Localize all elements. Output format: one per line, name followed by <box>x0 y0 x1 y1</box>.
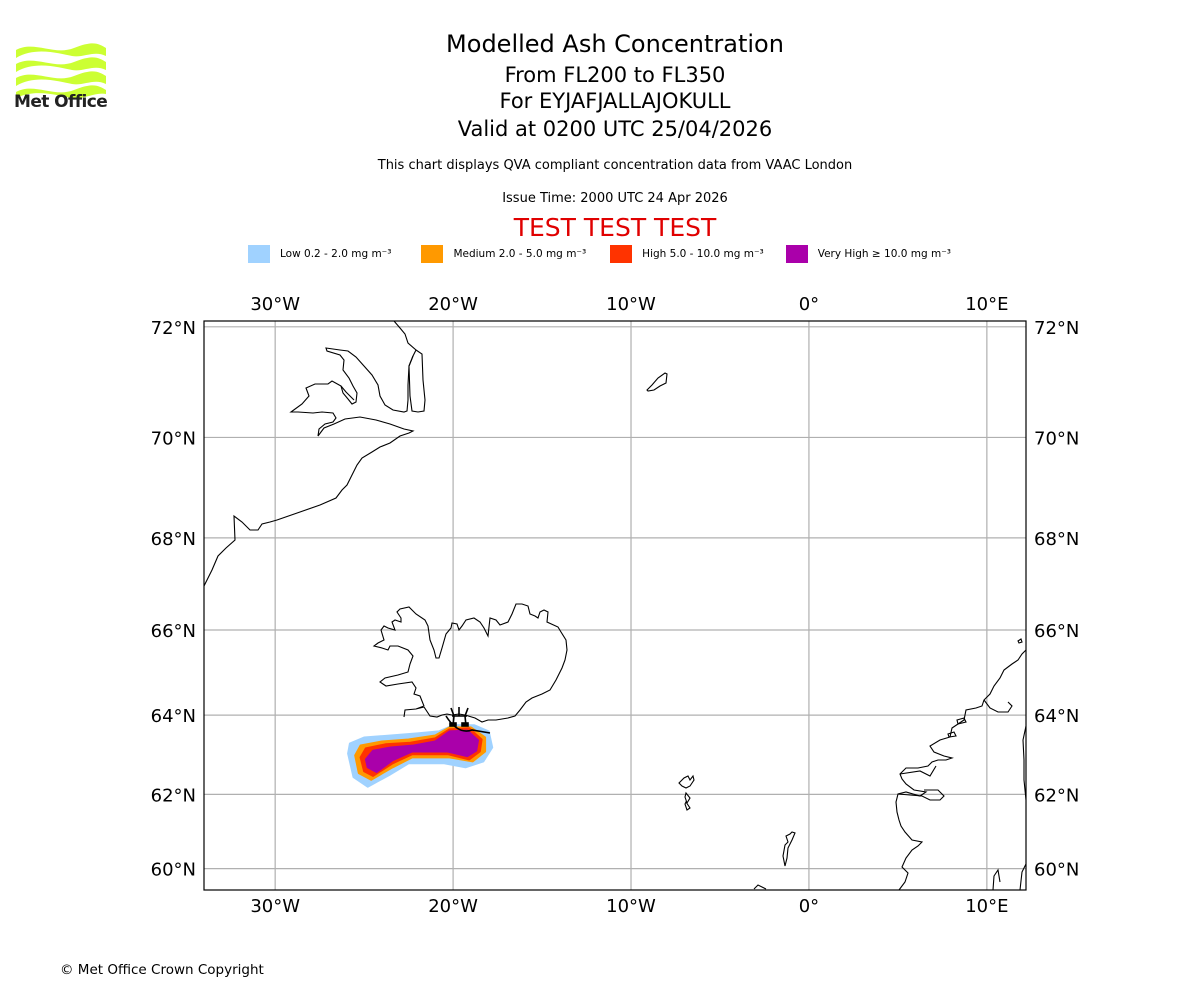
graticule <box>204 321 1026 890</box>
legend-swatch-medium <box>421 245 444 263</box>
lat-label-right: 72°N <box>1034 318 1079 339</box>
lon-label-bottom: 10°W <box>606 896 656 917</box>
coastline-faroes-3 <box>684 800 691 811</box>
legend-item-very-high: Very High ≥ 10.0 mg m⁻³ <box>785 245 951 263</box>
lat-label-right: 62°N <box>1034 785 1079 806</box>
legend-label-very-high: Very High ≥ 10.0 mg m⁻³ <box>817 248 951 260</box>
coastline-orkney <box>753 884 767 890</box>
lon-label-bottom: 30°W <box>250 896 300 917</box>
issue-time: Issue Time: 2000 UTC 24 Apr 2026 <box>502 191 728 206</box>
lat-label-left: 72°N <box>151 318 196 339</box>
met-office-logo-text: Met Office <box>14 92 108 112</box>
coastline-norway-fjord-2 <box>899 765 937 777</box>
lon-label-bottom: 20°W <box>428 896 478 917</box>
legend-item-low: Low 0.2 - 2.0 mg m⁻³ <box>248 245 391 263</box>
map-frame <box>203 320 1027 891</box>
test-banner: TEST TEST TEST <box>513 213 717 242</box>
coastline-jan-mayen <box>646 372 668 392</box>
lat-label-right: 64°N <box>1034 706 1079 727</box>
copyright: © Met Office Crown Copyright <box>60 962 264 978</box>
coastline-norway-fjord-3 <box>983 699 1013 713</box>
legend: Low 0.2 - 2.0 mg m⁻³ Medium 2.0 - 5.0 mg… <box>248 244 973 264</box>
lon-label-bottom: 10°E <box>965 896 1008 917</box>
lon-label-top: 0° <box>799 294 819 315</box>
lat-label-left: 60°N <box>151 860 196 881</box>
coastline-faroes <box>678 774 695 789</box>
coastline-norway <box>895 649 1026 890</box>
lon-label-bottom: 0° <box>799 896 819 917</box>
coastlines <box>204 321 1026 890</box>
coastline-norway-island-3 <box>1017 638 1023 644</box>
coastline-greenland <box>204 321 417 587</box>
coastline-greenland-inlet <box>408 349 426 413</box>
lon-label-top: 10°E <box>965 294 1008 315</box>
legend-swatch-very-high <box>785 245 808 263</box>
lat-label-left: 64°N <box>151 706 196 727</box>
flight-levels: From FL200 to FL350 <box>504 63 726 87</box>
lon-label-top: 30°W <box>250 294 300 315</box>
coastline-norway-island-1 <box>956 717 967 725</box>
coastline-greenland-island <box>340 385 355 401</box>
lat-label-right: 60°N <box>1034 860 1079 881</box>
volcano-name: For EYJAFJALLAJOKULL <box>499 89 731 113</box>
coastline-norway-fjord-1 <box>897 789 945 801</box>
legend-label-high: High 5.0 - 10.0 mg m⁻³ <box>642 248 764 260</box>
coastline-sweden-edge <box>1022 725 1026 801</box>
lat-label-right: 68°N <box>1034 529 1079 550</box>
legend-label-low: Low 0.2 - 2.0 mg m⁻³ <box>280 248 392 260</box>
valid-time: Valid at 0200 UTC 25/04/2026 <box>457 117 773 141</box>
lon-label-top: 20°W <box>428 294 478 315</box>
lat-label-left: 66°N <box>151 621 196 642</box>
ash-plume <box>347 724 494 788</box>
coastline-iceland <box>372 603 568 723</box>
legend-label-medium: Medium 2.0 - 5.0 mg m⁻³ <box>453 248 587 260</box>
lat-label-right: 70°N <box>1034 428 1079 449</box>
legend-swatch-high <box>610 245 633 263</box>
lat-label-left: 62°N <box>151 785 196 806</box>
legend-swatch-low <box>248 245 270 263</box>
coastline-sweden-bottom <box>992 863 1026 890</box>
ash-region-very-high <box>364 729 479 773</box>
volcano-icon <box>445 707 491 734</box>
lat-label-left: 70°N <box>151 428 196 449</box>
legend-item-medium: Medium 2.0 - 5.0 mg m⁻³ <box>421 245 586 263</box>
coastline-shetland <box>782 831 796 867</box>
met-office-logo-icon <box>16 43 106 99</box>
legend-item-high: High 5.0 - 10.0 mg m⁻³ <box>610 245 764 263</box>
lon-label-top: 10°W <box>606 294 656 315</box>
coastline-norway-island-2 <box>947 731 957 738</box>
lat-label-right: 66°N <box>1034 621 1079 642</box>
disclaimer-text: This chart displays QVA compliant concen… <box>377 158 853 173</box>
chart-title: Modelled Ash Concentration <box>446 30 784 58</box>
lat-label-left: 68°N <box>151 529 196 550</box>
